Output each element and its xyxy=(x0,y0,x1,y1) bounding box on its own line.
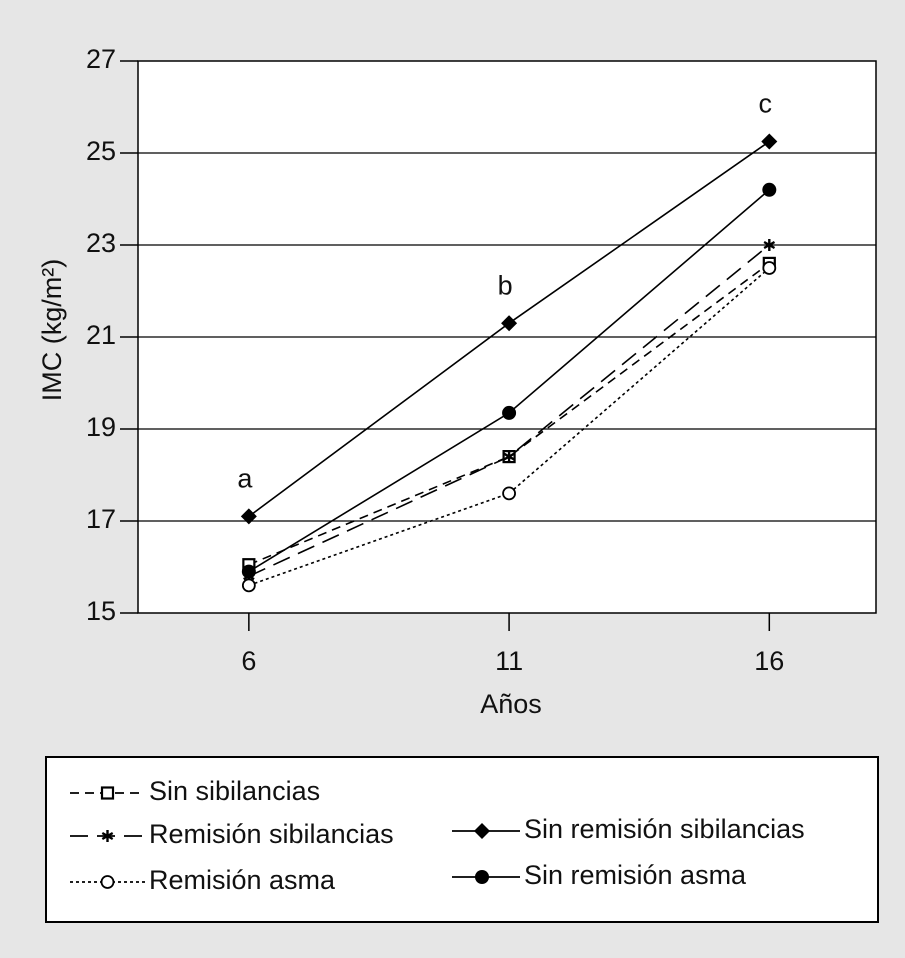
legend-marker xyxy=(474,823,490,839)
marker xyxy=(502,405,517,420)
annotation: b xyxy=(498,270,513,300)
x-axis-title: Años xyxy=(480,689,542,719)
legend-item: Sin sibilancias xyxy=(70,776,320,806)
marker xyxy=(503,450,515,463)
y-tick-label: 23 xyxy=(86,228,116,258)
marker xyxy=(762,182,777,197)
marker xyxy=(501,315,518,332)
legend-label: Remisión sibilancias xyxy=(149,819,394,849)
marker xyxy=(240,508,257,525)
legend-item: Sin remisión asma xyxy=(452,860,747,890)
y-tick-label: 17 xyxy=(86,504,116,534)
legend-marker xyxy=(100,875,115,889)
marker xyxy=(241,564,256,579)
y-axis-title: IMC (kg/m²) xyxy=(37,259,67,401)
annotation: a xyxy=(237,464,253,494)
marker xyxy=(762,261,777,275)
y-tick-label: 15 xyxy=(86,596,116,626)
y-tick-label: 27 xyxy=(86,44,116,74)
series-line xyxy=(248,262,770,566)
legend-label: Sin sibilancias xyxy=(149,776,320,806)
annotation: c xyxy=(759,89,773,119)
legend-item: Remisión sibilancias xyxy=(70,819,394,849)
x-tick-label: 6 xyxy=(241,646,256,676)
y-tick-label: 19 xyxy=(86,412,116,442)
legend-item: Sin remisión sibilancias xyxy=(452,814,805,844)
marker xyxy=(502,486,516,501)
legend-box xyxy=(45,756,879,923)
marker xyxy=(761,133,778,150)
legend-label: Sin remisión asma xyxy=(524,860,747,890)
y-tick-label: 21 xyxy=(86,320,116,350)
legend-marker xyxy=(475,870,489,884)
legend-label: Sin remisión sibilancias xyxy=(524,814,805,844)
legend-marker xyxy=(101,830,114,842)
y-tick-label: 25 xyxy=(86,136,116,166)
legend-item: Remisión asma xyxy=(70,865,336,895)
marker xyxy=(241,578,256,593)
marker xyxy=(763,239,776,251)
legend-label: Remisión asma xyxy=(149,865,336,895)
legend-marker xyxy=(100,786,115,800)
x-tick-label: 11 xyxy=(495,646,523,676)
x-tick-label: 16 xyxy=(754,646,784,676)
